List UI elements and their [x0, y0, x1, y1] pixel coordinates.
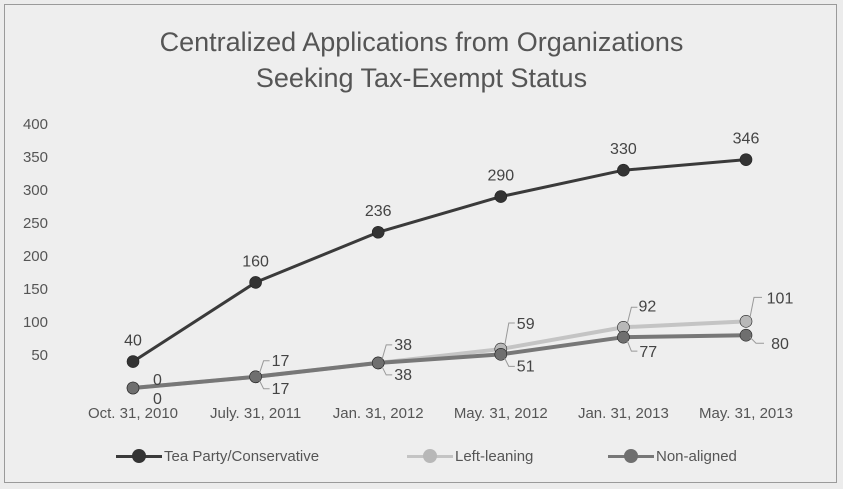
data-point: [371, 225, 385, 239]
data-label: 40: [124, 333, 142, 350]
data-label: 330: [610, 141, 637, 158]
y-tick-label: 50: [31, 347, 48, 364]
x-tick-label: July. 31, 2011: [210, 405, 301, 422]
y-tick-label: 200: [23, 248, 48, 265]
y-tick-label: 350: [23, 149, 48, 166]
label-leader-line: [381, 344, 393, 360]
data-point: [126, 355, 140, 368]
data-point: [494, 190, 508, 203]
data-point: [739, 315, 753, 328]
data-label: 17: [272, 353, 290, 370]
data-label: 346: [733, 131, 760, 148]
data-label: 80: [771, 336, 789, 353]
y-tick-label: 150: [23, 281, 48, 298]
label-leader-line: [626, 340, 638, 352]
legend-label: Tea Party/Conservative: [164, 447, 320, 465]
data-point: [617, 330, 630, 344]
data-label: 77: [639, 344, 657, 361]
label-leader-line: [749, 296, 762, 318]
chart-title-line-2: Seeking Tax-Exempt Status: [255, 63, 588, 93]
y-tick-label: 100: [23, 314, 48, 331]
y-tick-label: 400: [23, 116, 48, 133]
legend-label: Non-aligned: [656, 447, 737, 465]
data-point: [126, 381, 140, 395]
data-label: 38: [394, 337, 412, 354]
label-leader-line: [259, 360, 270, 373]
legend-swatch-marker: [624, 449, 638, 463]
data-label: 236: [365, 203, 392, 220]
data-point: [249, 276, 262, 289]
x-tick-label: Oct. 31, 2010: [88, 405, 178, 422]
y-tick-label: 300: [23, 182, 48, 199]
legend-label: Left-leaning: [455, 447, 534, 465]
data-label: 0: [153, 372, 162, 389]
x-tick-label: May. 31, 2012: [454, 405, 548, 422]
x-tick-label: May. 31, 2013: [699, 405, 793, 422]
legend-item: Tea Party/Conservative: [116, 444, 319, 468]
chart-legend: Tea Party/Conservative Left-leaning Non-al…: [0, 444, 843, 468]
chart-frame: [4, 4, 837, 483]
data-point: [494, 348, 508, 361]
data-label: 101: [767, 290, 794, 307]
data-label: 59: [517, 316, 535, 333]
legend-swatch-marker: [423, 449, 437, 463]
legend-swatch-marker: [132, 449, 146, 463]
legend-swatch: [116, 449, 162, 463]
data-point: [739, 153, 753, 166]
data-point: [249, 370, 262, 384]
chart-title: Centralized Applications from Organizati…: [0, 24, 843, 96]
x-tick-label: Jan. 31, 2013: [578, 405, 669, 422]
data-label: 51: [517, 358, 535, 375]
chart-title-line-1: Centralized Applications from Organizati…: [159, 27, 684, 57]
data-label: 0: [153, 391, 162, 408]
data-point: [739, 328, 753, 342]
series-line: [132, 158, 747, 363]
data-label: 92: [639, 298, 657, 315]
label-leader-line: [749, 336, 764, 344]
label-leader-line: [504, 322, 515, 346]
data-label: 160: [242, 253, 269, 270]
series-line: [132, 333, 747, 390]
label-leader-line: [504, 358, 515, 367]
data-point: [371, 356, 385, 370]
x-tick-label: Jan. 31, 2012: [333, 405, 424, 422]
legend-item: Non-aligned: [608, 444, 737, 468]
y-tick-label: 250: [23, 215, 48, 232]
legend-swatch: [407, 449, 453, 463]
legend-item: Left-leaning: [407, 444, 533, 468]
legend-swatch: [608, 449, 654, 463]
label-leader-line: [626, 306, 638, 324]
data-point: [617, 163, 630, 177]
data-label: 290: [487, 168, 514, 185]
data-label: 17: [272, 381, 290, 398]
data-label: 38: [394, 367, 412, 384]
label-leader-line: [381, 366, 393, 376]
label-leader-line: [259, 380, 270, 390]
